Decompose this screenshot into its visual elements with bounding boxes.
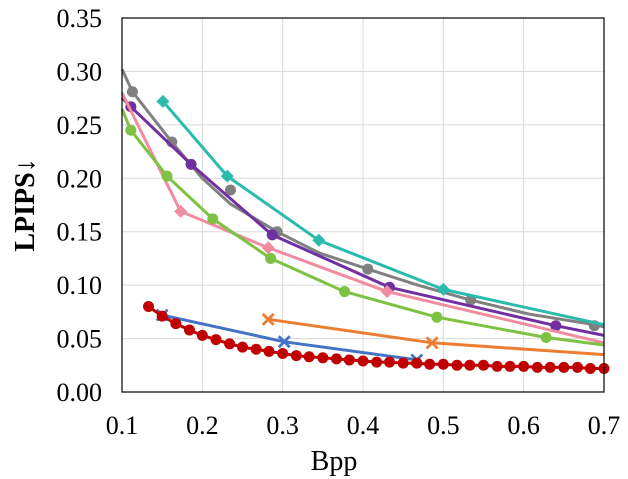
data-point-red (224, 338, 236, 350)
data-point-red (504, 360, 516, 372)
data-point-red (263, 345, 275, 357)
x-tick-label: 0.2 (186, 411, 219, 440)
data-point-red (143, 301, 155, 313)
data-point-orange (425, 336, 439, 350)
y-tick-label: 0.20 (57, 164, 103, 193)
y-tick-label: 0.35 (57, 4, 103, 33)
plot-frame (121, 17, 605, 393)
data-point-red (237, 341, 248, 353)
series-red (143, 301, 610, 374)
data-point-red (303, 351, 315, 363)
data-point-green (431, 311, 443, 323)
data-point-red (183, 324, 195, 336)
data-point-purple (185, 158, 197, 170)
data-point-pink (261, 241, 275, 255)
data-point-red (290, 350, 302, 362)
data-point-red (343, 354, 355, 366)
data-point-red (491, 360, 503, 372)
series-purple (120, 97, 605, 337)
data-point-red (250, 343, 262, 355)
data-point-green (540, 332, 552, 344)
x-tick-label: 0.1 (106, 411, 139, 440)
x-axis-title: Bpp (311, 446, 358, 477)
x-tick-labels: 0.1 0.2 0.3 0.4 0.5 0.6 0.7 (106, 411, 621, 440)
data-point-orange (261, 312, 275, 326)
data-point-gray (126, 86, 138, 98)
x-tick-label: 0.5 (427, 411, 460, 440)
y-tick-label: 0.30 (57, 57, 103, 86)
series-pink (120, 92, 605, 345)
x-tick-label: 0.7 (588, 411, 621, 440)
data-point-red (558, 361, 570, 373)
data-point-red (544, 361, 556, 373)
data-point-red (330, 353, 342, 365)
data-point-green (207, 213, 219, 225)
data-point-red (411, 357, 423, 369)
data-point-green (161, 170, 173, 182)
series-layer (120, 68, 610, 374)
data-point-red (210, 334, 222, 346)
data-point-red (277, 348, 289, 360)
data-point-red (584, 362, 596, 374)
data-point-red (478, 359, 489, 371)
data-point-pink (174, 204, 188, 218)
series-blue (155, 308, 424, 367)
data-point-purple (266, 229, 278, 241)
data-point-red (397, 357, 409, 369)
y-tick-label: 0.10 (57, 271, 103, 300)
y-tick-label: 0.05 (57, 325, 103, 354)
data-point-red (451, 359, 463, 371)
data-point-red (170, 318, 182, 330)
y-tick-label: 0.15 (57, 218, 103, 247)
data-point-gray (224, 184, 236, 196)
data-point-red (156, 310, 168, 322)
data-point-red (384, 356, 396, 368)
data-point-teal (156, 94, 170, 108)
x-tick-label: 0.3 (266, 411, 299, 440)
data-point-red (317, 352, 329, 364)
y-tick-label: 0.25 (57, 111, 103, 140)
data-point-green (125, 124, 137, 136)
series-orange (261, 312, 605, 357)
data-point-red (196, 329, 208, 341)
data-point-red (357, 355, 369, 367)
data-point-purple (550, 320, 562, 332)
data-point-red (424, 358, 436, 370)
y-tick-labels: 0.00 0.05 0.10 0.15 0.20 0.25 0.30 0.35 (57, 4, 103, 407)
data-point-red (464, 359, 476, 371)
data-point-green (339, 286, 351, 298)
y-tick-label: 0.00 (57, 378, 103, 407)
data-point-teal (220, 169, 234, 183)
x-tick-label: 0.6 (507, 411, 540, 440)
data-point-red (437, 358, 449, 370)
series-green (120, 108, 605, 347)
data-point-green (265, 252, 277, 264)
data-point-red (371, 356, 383, 368)
data-point-red (518, 360, 530, 372)
series-teal (156, 94, 605, 327)
y-axis-title: LPIPS↓ (10, 158, 41, 251)
data-point-pink (380, 285, 394, 299)
data-point-teal (436, 282, 450, 296)
data-point-red (531, 361, 543, 373)
data-point-gray (362, 263, 374, 275)
x-tick-label: 0.4 (347, 411, 380, 440)
data-point-red (571, 361, 583, 373)
data-point-blue (277, 335, 291, 349)
data-point-teal (312, 233, 326, 247)
series-gray (120, 68, 605, 332)
